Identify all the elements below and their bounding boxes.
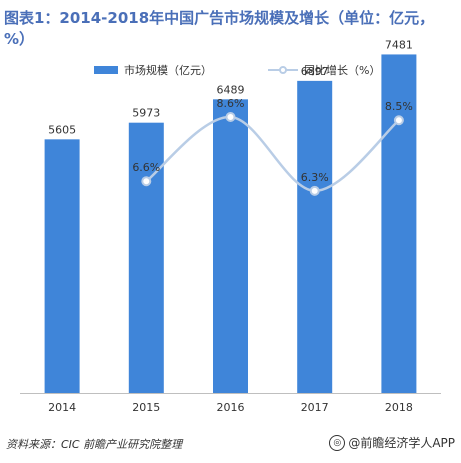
x-tick-label-2015: 2015: [132, 401, 160, 414]
growth-marker-2016: [225, 112, 236, 123]
bar-2016: [213, 99, 248, 394]
legend: 市场规模（亿元） 同比增长（%）: [0, 62, 461, 82]
chart-title: 图表1：2014-2018年中国广告市场规模及增长（单位：亿元，%）: [4, 9, 435, 48]
x-tick-label-2017: 2017: [301, 401, 329, 414]
bar-value-label-2015: 5973: [132, 107, 160, 120]
legend-item-line: 同比增长（%）: [268, 62, 380, 78]
legend-bar-label: 市场规模（亿元）: [124, 64, 212, 77]
growth-marker-2018: [393, 115, 404, 126]
growth-line: [145, 115, 400, 193]
bar-value-label-2017: 6897: [301, 65, 329, 78]
growth-value-label-2017: 6.3%: [301, 171, 329, 184]
growth-marker-2017: [309, 185, 320, 196]
x-tick-label-2018: 2018: [385, 401, 413, 414]
growth-value-label-2016: 8.6%: [217, 97, 245, 110]
bar-value-label-2016: 6489: [217, 83, 245, 96]
legend-bar-swatch: [94, 66, 118, 74]
brand: ◎ @前瞻经济学人APP: [329, 434, 455, 451]
bar-2017: [297, 80, 333, 393]
x-tick-label-2016: 2016: [217, 401, 245, 414]
growth-marker-2015: [141, 176, 152, 187]
bar-2018: [381, 54, 417, 393]
bar-2014: [44, 139, 80, 393]
growth-value-label-2018: 8.5%: [385, 100, 413, 113]
bar-value-label-2018: 7481: [385, 38, 413, 51]
bar-value-label-2014: 5605: [48, 123, 76, 136]
bar-2015: [128, 122, 164, 393]
legend-line-swatch: [268, 64, 298, 76]
watermark-logo-icon: ◎: [329, 434, 346, 451]
legend-item-bar: 市场规模（亿元）: [94, 62, 212, 78]
brand-label: @前瞻经济学人APP: [348, 436, 455, 450]
source-note: 资料来源：CIC 前瞻产业研究院整理: [6, 438, 183, 451]
x-tick-label-2014: 2014: [48, 401, 76, 414]
legend-line-label: 同比增长（%）: [304, 64, 381, 77]
growth-value-label-2015: 6.6%: [132, 161, 160, 174]
